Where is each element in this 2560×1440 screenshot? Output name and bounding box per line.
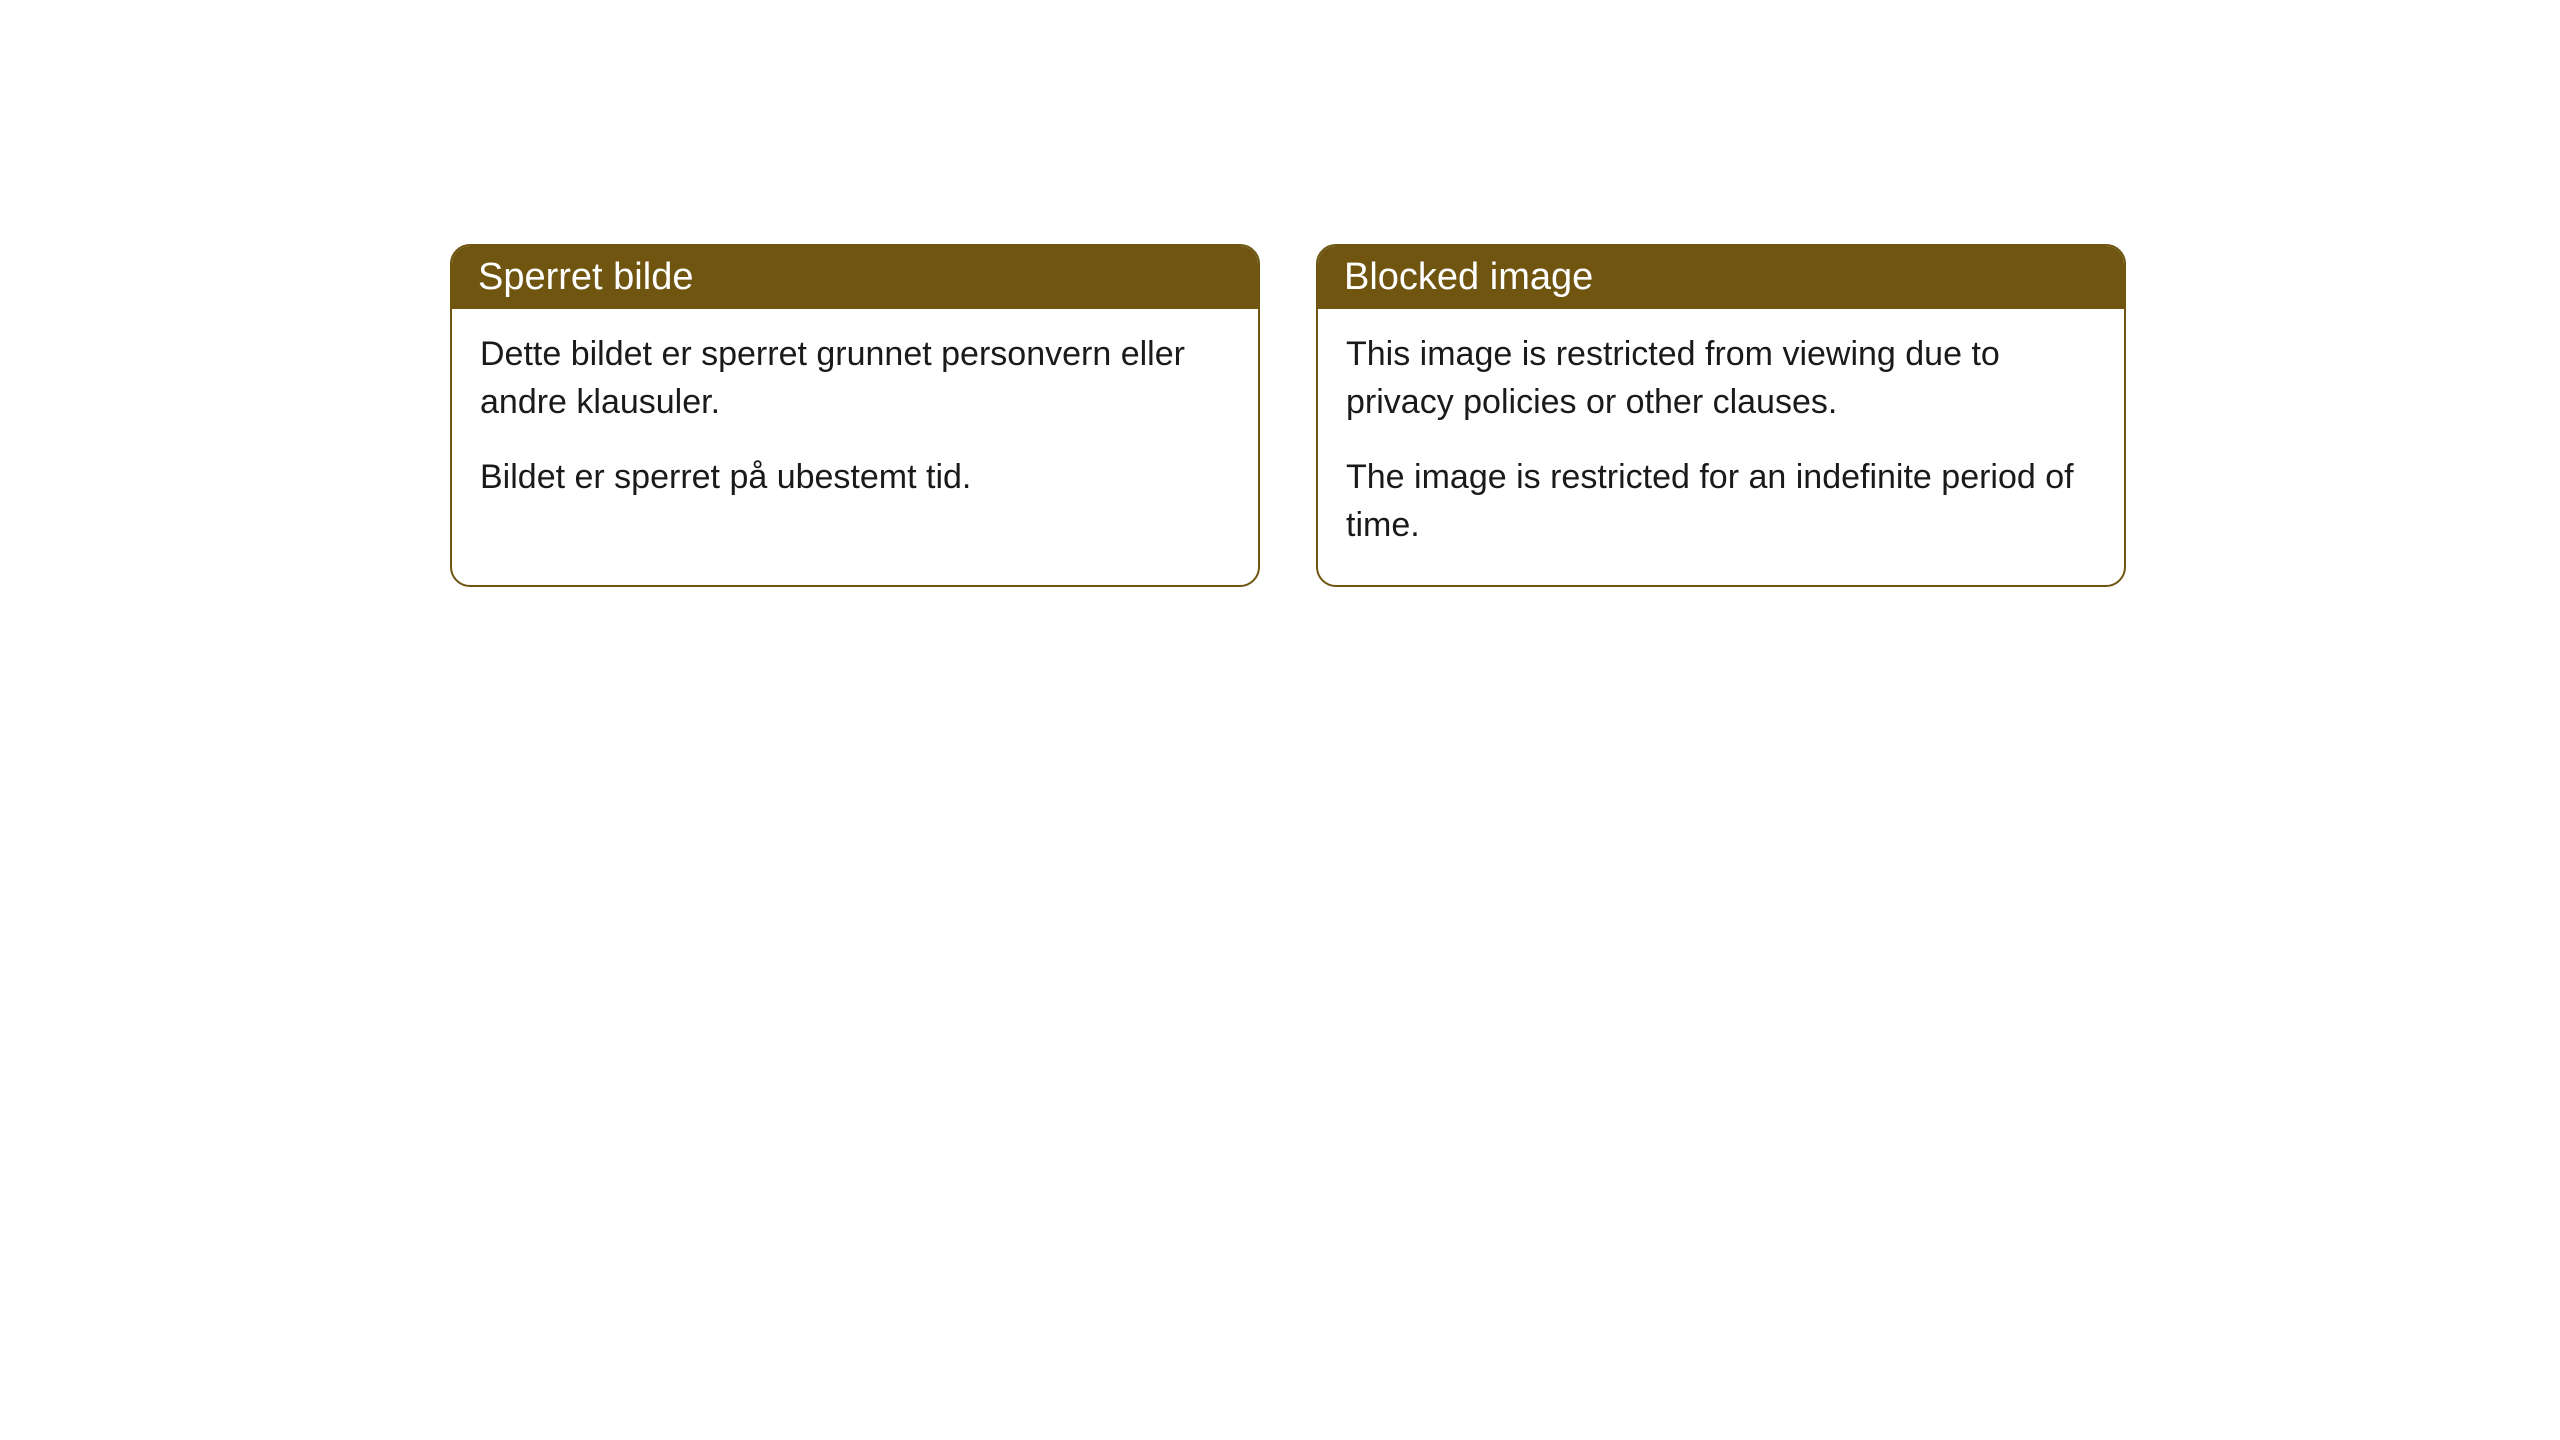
card-header-norwegian: Sperret bilde <box>452 246 1258 309</box>
card-body-norwegian: Dette bildet er sperret grunnet personve… <box>452 309 1258 538</box>
card-paragraph-2: The image is restricted for an indefinit… <box>1346 454 2096 549</box>
card-header-english: Blocked image <box>1318 246 2124 309</box>
card-body-english: This image is restricted from viewing du… <box>1318 309 2124 585</box>
cards-container: Sperret bilde Dette bildet er sperret gr… <box>450 244 2126 587</box>
card-norwegian: Sperret bilde Dette bildet er sperret gr… <box>450 244 1260 587</box>
card-paragraph-2: Bildet er sperret på ubestemt tid. <box>480 454 1230 502</box>
card-paragraph-1: This image is restricted from viewing du… <box>1346 331 2096 426</box>
card-english: Blocked image This image is restricted f… <box>1316 244 2126 587</box>
card-paragraph-1: Dette bildet er sperret grunnet personve… <box>480 331 1230 426</box>
